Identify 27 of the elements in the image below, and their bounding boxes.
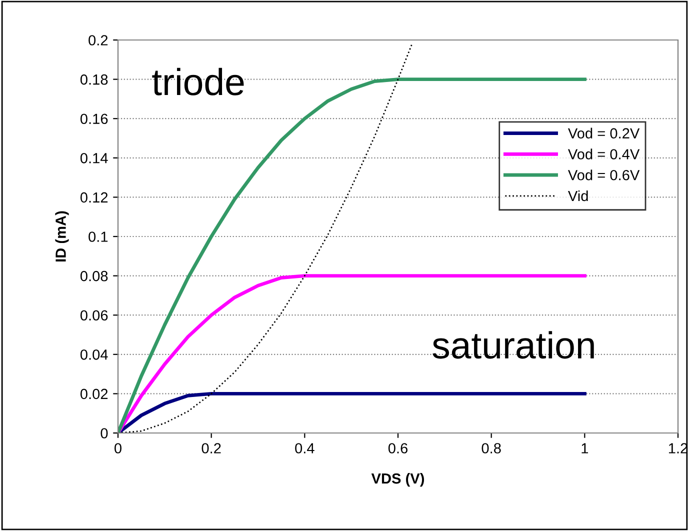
y-tick-label: 0.04 bbox=[80, 350, 108, 360]
legend-label: Vod = 0.2V bbox=[568, 128, 640, 139]
annotation: saturation bbox=[432, 331, 594, 359]
y-tick-label: 0.1 bbox=[88, 232, 108, 242]
y-tick-label: 0.02 bbox=[80, 388, 108, 400]
y-tick-label: 0.06 bbox=[80, 310, 108, 321]
x-axis-title: VDS (V) bbox=[371, 472, 424, 487]
y-tick-label: 0.14 bbox=[80, 153, 108, 164]
annotation: triode bbox=[152, 68, 244, 96]
y-tick-label: 0.08 bbox=[80, 270, 108, 282]
line-series bbox=[118, 392, 586, 433]
y-axis-title: ID (mA) bbox=[55, 211, 69, 262]
x-tick-label: 0 bbox=[114, 443, 122, 454]
x-tick-label: 0.8 bbox=[482, 443, 501, 454]
x-tick-label: 1 bbox=[582, 443, 588, 454]
legend-label: Vod = 0.6V bbox=[568, 170, 640, 180]
x-tick-label: 0.4 bbox=[295, 443, 314, 454]
x-tick-label: 1.2 bbox=[668, 443, 688, 454]
y-tick-label: 0.16 bbox=[80, 114, 108, 124]
legend-label: Vid bbox=[568, 190, 588, 202]
legend-label: Vod = 0.4V bbox=[568, 148, 640, 160]
y-tick-label: 0.12 bbox=[80, 192, 108, 203]
y-tick-label: 0 bbox=[100, 428, 108, 438]
y-tick-label: 0.2 bbox=[88, 35, 108, 46]
x-tick-label: 0.6 bbox=[388, 443, 408, 454]
y-tick-label: 0.18 bbox=[80, 74, 108, 85]
x-tick-label: 0.2 bbox=[202, 443, 221, 454]
